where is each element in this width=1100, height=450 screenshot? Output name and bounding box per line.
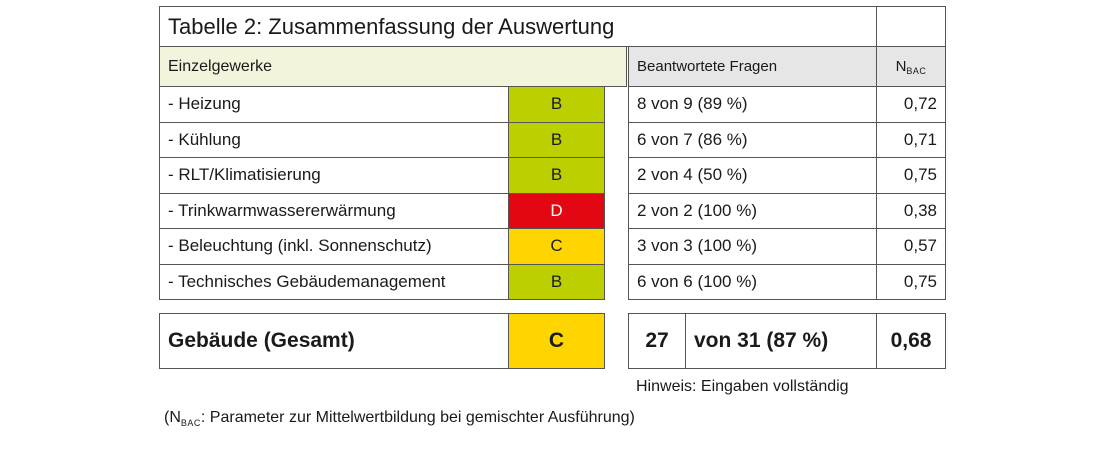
header-category: Einzelgewerke: [159, 46, 627, 87]
row-answered: 3 von 3 (100 %): [628, 228, 877, 265]
title-empty-cell: [876, 6, 946, 47]
total-of: von 31 (87 %): [685, 313, 877, 369]
row-answered: 6 von 7 (86 %): [628, 121, 877, 158]
row-nbac: 0,57: [876, 228, 946, 265]
header-n-sub: BAC: [906, 65, 927, 76]
row-label: - Trinkwarmwassererwärmung: [159, 192, 509, 229]
footnote-rest: : Parameter zur Mittelwertbildung bei ge…: [200, 409, 635, 426]
row-grade: B: [508, 157, 605, 194]
row-nbac: 0,72: [876, 86, 946, 123]
row-grade: B: [508, 86, 605, 123]
footnote-open: (N: [164, 409, 181, 426]
row-label: - Heizung: [159, 86, 509, 123]
footnote: (NBAC: Parameter zur Mittelwertbildung b…: [164, 409, 864, 433]
header-answered: Beantwortete Fragen: [628, 46, 877, 87]
row-nbac: 0,75: [876, 157, 946, 194]
row-nbac: 0,71: [876, 121, 946, 158]
row-label: - Technisches Gebäudemanagement: [159, 263, 509, 300]
total-label: Gebäude (Gesamt): [159, 313, 509, 369]
row-nbac: 0,38: [876, 192, 946, 229]
header-nbac: N BAC: [876, 46, 946, 87]
row-answered: 2 von 2 (100 %): [628, 192, 877, 229]
row-label: - RLT/Klimatisierung: [159, 157, 509, 194]
row-label: - Kühlung: [159, 121, 509, 158]
hint-text: Hinweis: Eingaben vollständig: [636, 378, 849, 395]
row-grade: B: [508, 263, 605, 300]
row-grade: B: [508, 121, 605, 158]
table-title: Tabelle 2: Zusammenfassung der Auswertun…: [159, 6, 877, 47]
row-answered: 8 von 9 (89 %): [628, 86, 877, 123]
row-label: - Beleuchtung (inkl. Sonnenschutz): [159, 228, 509, 265]
footnote-sub: BAC: [180, 418, 201, 428]
total-n: 0,68: [876, 313, 946, 369]
total-count: 27: [628, 313, 686, 369]
row-grade: D: [508, 192, 605, 229]
header-n-main: N: [895, 58, 907, 75]
row-nbac: 0,75: [876, 263, 946, 300]
row-answered: 6 von 6 (100 %): [628, 263, 877, 300]
row-grade: C: [508, 228, 605, 265]
row-answered: 2 von 4 (50 %): [628, 157, 877, 194]
total-grade: C: [508, 313, 605, 369]
